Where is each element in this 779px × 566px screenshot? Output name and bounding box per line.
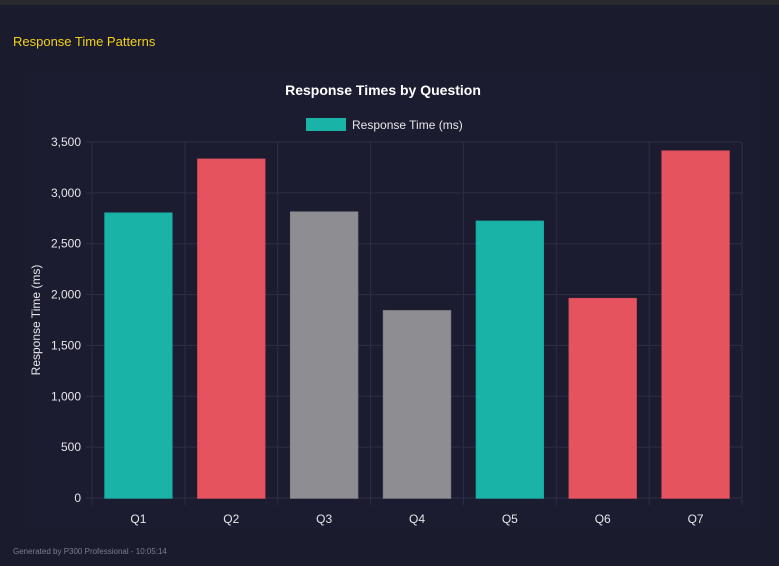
x-tick-label: Q2: [223, 512, 239, 526]
x-tick-label: Q3: [316, 512, 332, 526]
bar-q3: [289, 211, 359, 499]
section-title: Response Time Patterns: [13, 34, 156, 49]
y-axis-label: Response Time (ms): [29, 265, 43, 376]
bar-q5: [475, 220, 545, 499]
chart-title: Response Times by Question: [285, 82, 481, 98]
footer-text: Generated by P300 Professional - 10:05:1…: [13, 547, 167, 556]
y-tick-label: 500: [61, 440, 81, 454]
y-tick-label: 2,000: [51, 288, 81, 302]
bar-q1: [104, 212, 173, 499]
x-tick-label: Q5: [502, 512, 518, 526]
x-tick-label: Q4: [409, 512, 425, 526]
x-tick-label: Q1: [130, 512, 146, 526]
y-tick-label: 0: [74, 491, 81, 505]
bar-q7: [661, 150, 730, 499]
y-tick-label: 1,000: [51, 389, 81, 403]
bar-q2: [197, 158, 266, 499]
y-tick-label: 1,500: [51, 338, 81, 352]
bar-q6: [568, 297, 637, 499]
legend-label: Response Time (ms): [352, 118, 463, 132]
y-tick-label: 3,500: [51, 135, 81, 149]
bar-q4: [382, 310, 452, 499]
y-tick-label: 3,000: [51, 186, 81, 200]
y-tick-label: 2,500: [51, 237, 81, 251]
x-tick-label: Q6: [595, 512, 611, 526]
legend-swatch: [306, 118, 346, 131]
top-bar: [0, 0, 779, 5]
x-tick-label: Q7: [688, 512, 704, 526]
